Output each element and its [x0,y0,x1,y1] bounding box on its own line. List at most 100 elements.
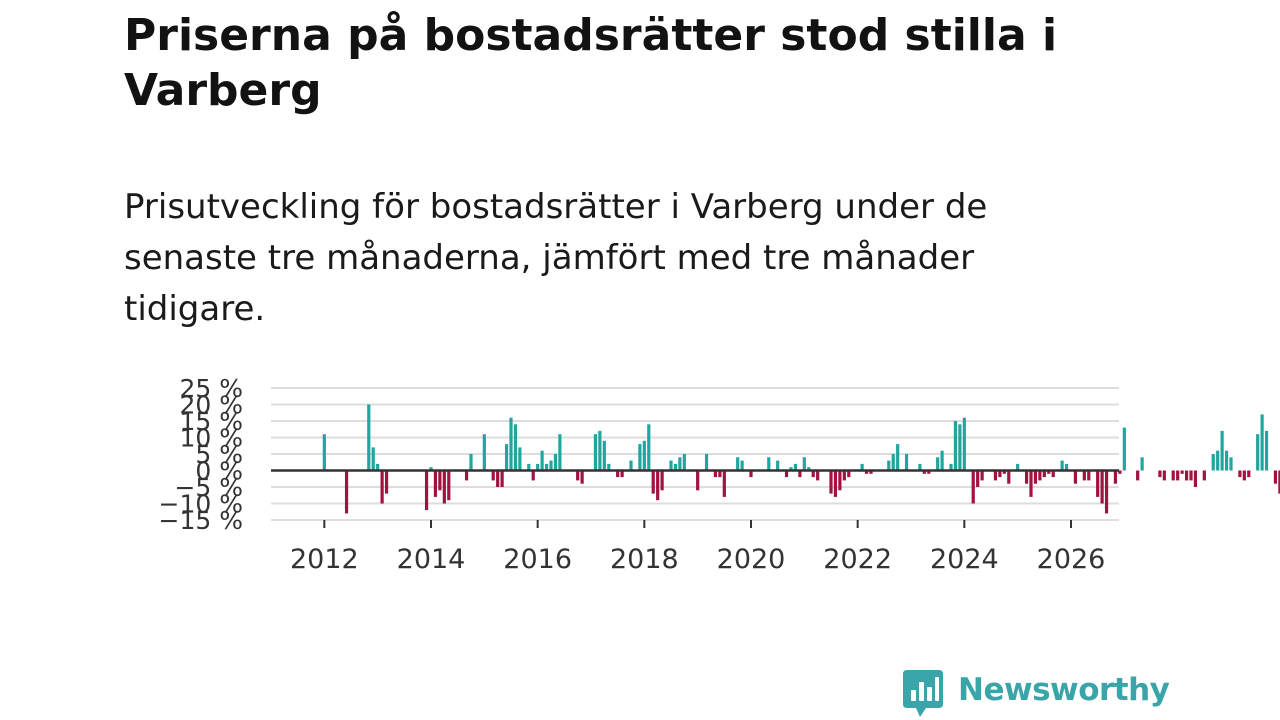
bar [1024,470,1029,484]
bar [442,470,446,504]
bar [798,470,802,478]
bar [713,470,718,478]
bar [1051,470,1055,478]
bar [1122,427,1126,471]
bar [838,470,842,491]
bar [1176,470,1180,481]
x-tick-label: 2022 [823,544,892,575]
bar [958,424,962,471]
x-tick-label: 2024 [930,544,999,575]
bar [482,434,486,471]
bar [367,404,371,471]
bar [638,444,642,471]
bar [576,470,580,481]
bar [829,470,833,494]
bar [491,470,495,481]
bar [620,470,624,478]
bar [749,470,753,478]
bar [704,454,709,471]
bar [1029,470,1033,497]
bar [607,463,611,471]
bar [1064,463,1069,471]
bar [509,417,513,471]
newsworthy-logo[interactable]: Newsworthy [902,668,1170,720]
chart-subtitle: Prisutveckling för bostadsrätter i Varbe… [124,187,988,329]
bar [678,457,682,471]
bar [469,454,473,471]
y-tick-label: 5 % [195,440,243,469]
bar [1158,470,1162,478]
bar [1184,470,1189,481]
bar [642,440,646,471]
bar [1238,470,1242,478]
bar [602,440,606,471]
bar [1224,450,1229,471]
bar [536,463,540,471]
bar-chart: −15 %−10 %−5 %0 %5 %10 %15 %20 %25 % 2012… [159,374,1280,575]
bar [1042,470,1046,478]
bar [1113,470,1118,484]
bar [940,450,944,471]
bar [1180,470,1184,474]
bar [1202,470,1206,481]
bar [629,460,633,471]
bar [793,463,798,471]
bar [504,444,509,471]
bar [980,470,984,481]
bar [647,424,651,471]
bar [580,470,584,484]
bar [500,470,504,487]
bar [767,457,771,471]
bar [371,447,375,471]
bar [544,463,549,471]
bar [1016,463,1020,471]
bar [887,460,891,471]
bar [660,470,664,491]
bar [1140,457,1144,471]
y-tick-label: 15 % [179,407,243,436]
bar [429,467,433,471]
bar [549,460,553,471]
bar [1273,470,1278,484]
bar [833,470,838,497]
bar [531,470,535,481]
bar [740,460,744,471]
bar [802,457,806,471]
bar [553,454,558,471]
bar [1047,470,1051,474]
x-tick-label: 2020 [717,544,786,575]
bar [344,470,349,514]
bar [842,470,846,481]
bar [656,470,660,501]
bar [384,470,389,494]
bar [776,460,780,471]
chart-title: Priserna på bostadsrätter stod stilla i … [124,10,1058,116]
bar [1171,470,1175,481]
bar [527,463,531,471]
bar [438,470,442,491]
bar [962,417,966,471]
bar [789,467,793,471]
bar [1100,470,1104,504]
y-tick-label: −15 % [159,506,243,535]
newsworthy-logo-icon [903,670,943,717]
bar [380,470,384,504]
bar [936,457,940,471]
bar [904,454,909,471]
bar [616,470,620,478]
y-tick-label: 10 % [179,424,243,453]
bar [1162,470,1166,481]
bar [424,470,429,511]
bar [949,463,953,471]
bar [1007,470,1011,484]
bar [1087,470,1091,481]
bar [869,470,873,474]
bar [593,434,598,471]
bar [864,470,869,474]
bar [1060,460,1064,471]
bar [847,470,851,478]
bar [1189,470,1193,481]
x-tick-label: 2012 [290,544,359,575]
bar [922,470,926,474]
bar [673,463,678,471]
